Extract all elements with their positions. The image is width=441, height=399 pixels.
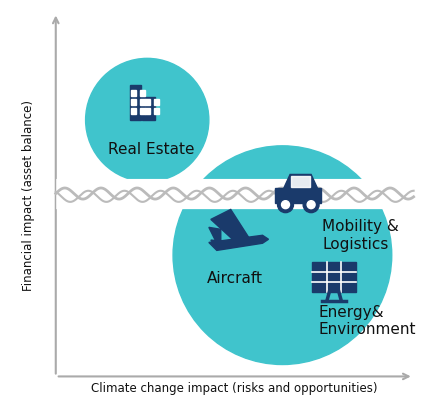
Polygon shape <box>209 235 269 251</box>
Circle shape <box>173 146 392 365</box>
Bar <box>130 85 141 120</box>
Bar <box>140 108 145 114</box>
Circle shape <box>281 201 289 209</box>
Bar <box>145 99 150 105</box>
Polygon shape <box>211 209 249 241</box>
Bar <box>140 90 145 96</box>
Bar <box>131 99 136 105</box>
Text: Mobility &
Logistics: Mobility & Logistics <box>322 219 399 252</box>
Text: Financial impact (asset balance): Financial impact (asset balance) <box>22 100 35 291</box>
Bar <box>131 108 136 114</box>
Bar <box>142 97 155 120</box>
Bar <box>131 90 136 96</box>
Circle shape <box>307 201 315 209</box>
Bar <box>154 108 159 114</box>
Text: Climate change impact (risks and opportunities): Climate change impact (risks and opportu… <box>91 382 378 395</box>
Bar <box>312 262 356 292</box>
Polygon shape <box>209 227 221 243</box>
Polygon shape <box>211 240 223 245</box>
Bar <box>292 176 310 187</box>
Circle shape <box>86 58 209 182</box>
Bar <box>145 108 150 114</box>
Circle shape <box>303 197 319 213</box>
Text: Aircraft: Aircraft <box>207 271 263 286</box>
Bar <box>276 188 321 203</box>
Text: Real Estate: Real Estate <box>108 142 194 157</box>
Bar <box>154 99 159 105</box>
Bar <box>140 99 145 105</box>
Circle shape <box>277 197 293 213</box>
Polygon shape <box>284 174 318 188</box>
Text: Energy&
Environment: Energy& Environment <box>318 305 416 337</box>
